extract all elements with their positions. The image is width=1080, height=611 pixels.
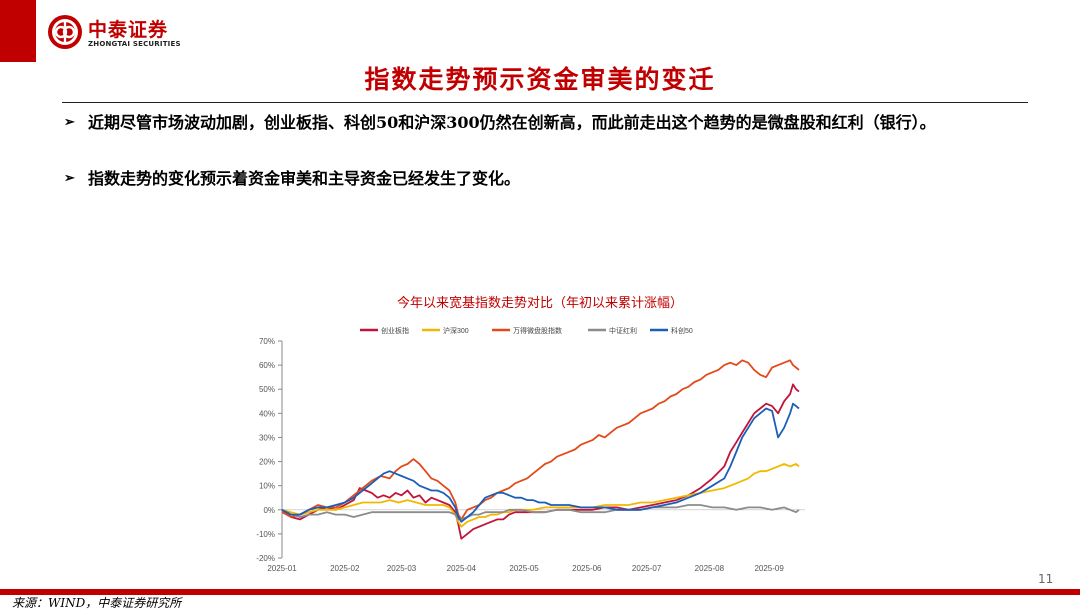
y-tick-label: 70% [259, 337, 275, 346]
brand-name-en: ZHONGTAI SECURITIES [88, 40, 181, 48]
legend-label: 万得微盘股指数 [513, 326, 562, 335]
x-tick-label: 2025-08 [695, 564, 725, 573]
legend-label: 科创50 [671, 326, 693, 335]
y-tick-label: -10% [256, 530, 275, 539]
x-tick-label: 2025-03 [387, 564, 417, 573]
x-tick-label: 2025-06 [572, 564, 602, 573]
legend-label: 中证红利 [609, 326, 637, 335]
bullet-1: ➢ 近期尽管市场波动加剧，创业板指、科创50和沪深300仍然在创新高，而此前走出… [64, 111, 1030, 135]
page-title: 指数走势预示资金审美的变迁 [364, 65, 716, 94]
y-tick-label: 40% [259, 409, 275, 418]
x-tick-label: 2025-01 [267, 564, 297, 573]
series-line [281, 504, 800, 521]
page-number: 11 [1038, 572, 1054, 586]
title-divider [62, 102, 1028, 103]
x-tick-label: 2025-07 [632, 564, 662, 573]
chart-legend: 创业板指 沪深300 万得微盘股指数 中证红利 科创50 [360, 326, 693, 335]
x-tick-label: 2025-04 [447, 564, 477, 573]
source-note: 来源：WIND，中泰证券研究所 [12, 596, 182, 610]
footer-bar [0, 589, 1080, 595]
y-tick-label: 20% [259, 458, 275, 467]
legend-label: 创业板指 [381, 326, 409, 335]
y-tick-label: 60% [259, 361, 275, 370]
series-line [281, 383, 800, 540]
series-line [281, 402, 800, 523]
bullet-arrow-icon: ➢ [64, 115, 75, 130]
brand-strip [0, 0, 36, 62]
logo-emblem-icon [48, 15, 82, 49]
chart-axes: -20% -10% 0% 10% 20% 30% 40% 50% 60% 70% 2025-01 20… [256, 337, 805, 573]
bullet-2: ➢ 指数走势的变化预示着资金审美和主导资金已经发生了变化。 [64, 167, 1030, 191]
bullet-arrow-icon: ➢ [64, 171, 75, 186]
legend-label: 沪深300 [443, 326, 469, 335]
series-line [281, 463, 800, 528]
brand-name-cn: 中泰证券 [88, 19, 169, 41]
bullet-2-text: 指数走势的变化预示着资金审美和主导资金已经发生了变化。 [88, 169, 521, 188]
bullet-1-text: 近期尽管市场波动加剧，创业板指、科创50和沪深300仍然在创新高，而此前走出这个… [88, 113, 936, 132]
brand-logo: 中泰证券 ZHONGTAI SECURITIES [48, 15, 188, 53]
series-line [281, 359, 800, 521]
y-tick-label: 10% [259, 482, 275, 491]
chart-series [281, 359, 800, 540]
y-tick-label: 30% [259, 433, 275, 442]
chart-title: 今年以来宽基指数走势对比（年初以来累计涨幅） [396, 296, 683, 311]
x-tick-label: 2025-09 [754, 564, 784, 573]
y-tick-label: -20% [256, 554, 275, 563]
y-tick-label: 0% [263, 506, 275, 515]
x-tick-label: 2025-02 [330, 564, 360, 573]
y-tick-label: 50% [259, 385, 275, 394]
x-tick-label: 2025-05 [509, 564, 539, 573]
